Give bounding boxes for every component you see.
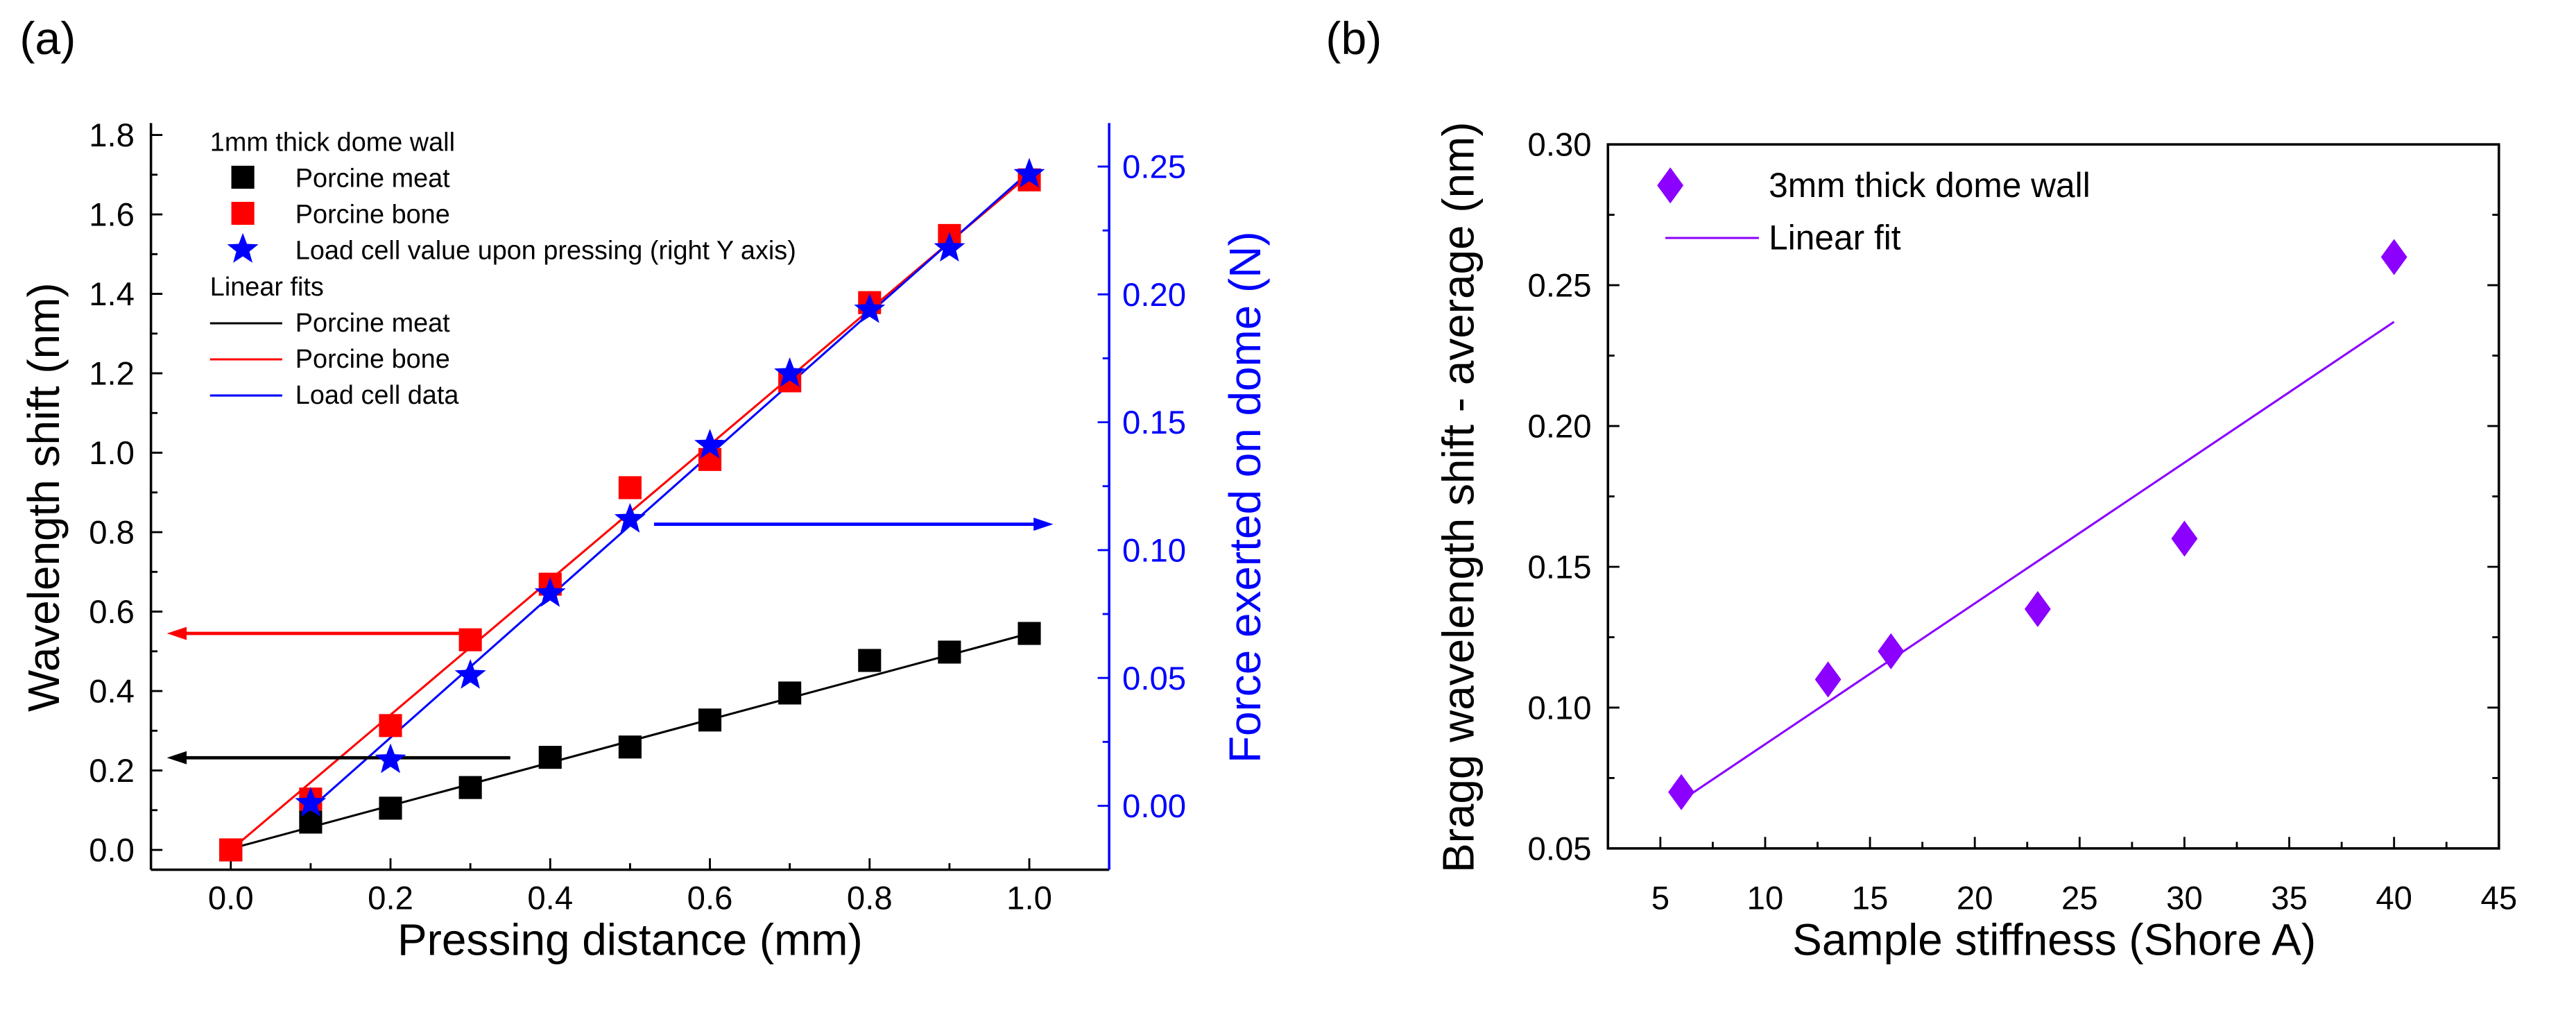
y-tick-label: 0.10 [1528, 690, 1592, 727]
x-tick-label: 10 [1747, 880, 1784, 916]
arrow-head-0 [166, 626, 187, 640]
legend-title-a: 1mm thick dome wall [210, 128, 455, 157]
data-point [2380, 239, 2407, 275]
data-point-0 [1017, 622, 1041, 645]
legend-label-fit-meat: Porcine meat [295, 309, 450, 338]
y-axis-right-label-a: Force exerted on dome (N) [1220, 231, 1270, 763]
data-point [2171, 520, 2198, 557]
legend-label-meat: Porcine meat [295, 164, 450, 194]
plot-frame [1606, 143, 2500, 850]
data-point-1 [379, 714, 402, 737]
y-right-tick-label: 0.10 [1122, 532, 1186, 569]
data-point-1 [618, 476, 642, 500]
y-tick-label: 0.30 [1528, 127, 1592, 164]
legend-b-symbols [1657, 167, 1759, 239]
x-tick-label: 5 [1651, 880, 1669, 916]
y-right-tick-label: 0.15 [1122, 404, 1186, 441]
legend-label-loadcell: Load cell value upon pressing (right Y a… [295, 237, 796, 266]
y-tick-label: 0.2 [89, 753, 135, 790]
x-tick-label: 1.0 [1006, 880, 1052, 916]
x-tick-label: 45 [2481, 880, 2518, 916]
data-point-0 [538, 746, 562, 769]
data-point-0 [618, 735, 642, 759]
legend-marker-2 [227, 232, 259, 263]
legend-label-fit-loadcell: Load cell data [295, 381, 460, 410]
data-point-2 [854, 293, 886, 323]
data-point [1878, 633, 1905, 669]
y-tick-label: 0.05 [1528, 830, 1592, 867]
x-tick-label: 0.4 [527, 880, 573, 916]
x-tick-label: 35 [2271, 880, 2308, 916]
arrow-head-2 [1033, 518, 1054, 531]
x-tick-label: 25 [2061, 880, 2098, 916]
y-tick-label: 0.15 [1528, 549, 1592, 586]
y-axis-label-b: Bragg wavelength shift - average (nm) [1433, 121, 1483, 873]
x-tick-label: 0.2 [368, 880, 413, 916]
data-point-1 [219, 838, 243, 862]
data-point-2 [534, 577, 566, 607]
data-point-2 [694, 429, 726, 459]
y-tick-label: 0.4 [89, 674, 135, 710]
y-axis-label-a: Wavelength shift (nm) [19, 282, 69, 712]
data-point-2 [454, 658, 486, 689]
y-right-tick-label: 0.25 [1122, 149, 1186, 186]
data-point-2 [295, 787, 327, 817]
y-tick-label: 0.8 [89, 515, 135, 552]
legend-label-linear-fit: Linear fit [1769, 219, 1901, 257]
chart-b: 0.05 0.10 0.15 0.20 0.25 0.30 5 10 15 20 25 30 35 40 4… [1528, 127, 2518, 917]
fit-line-2 [309, 171, 1031, 810]
data-point [2024, 590, 2051, 627]
x-tick-label: 15 [1852, 880, 1889, 916]
y-tick-label: 0.25 [1528, 268, 1592, 305]
legend-label-dome3mm: 3mm thick dome wall [1769, 166, 2090, 205]
y-tick-label: 1.2 [89, 356, 135, 393]
data-point-2 [934, 232, 965, 262]
data-point-1 [458, 628, 482, 651]
legend-marker-0 [231, 165, 255, 189]
legend-marker-1 [231, 201, 255, 225]
data-point [1814, 661, 1841, 698]
panel-label-b: (b) [1325, 13, 1382, 65]
arrow-head-1 [166, 751, 187, 765]
data-point-0 [458, 776, 482, 799]
x-tick-label: 30 [2166, 880, 2203, 916]
data-point-0 [778, 681, 802, 705]
y-tick-label: 1.8 [89, 117, 135, 154]
y-tick-label: 1.0 [89, 435, 135, 472]
x-axis-label-a: Pressing distance (mm) [397, 915, 863, 965]
x-tick-label: 20 [1957, 880, 1993, 916]
chart-a: 0.0 0.2 0.4 0.6 0.8 1.0 1.2 1.4 1.6 1.8 0.0 0.2 0.4 0… [89, 117, 1186, 916]
y-right-tick-label: 0.05 [1122, 660, 1186, 697]
y-tick-label: 0.6 [89, 594, 135, 631]
data-point-2 [774, 357, 806, 387]
data-point-2 [1013, 157, 1045, 188]
data-point-2 [614, 502, 646, 533]
y-tick-label: 1.6 [89, 197, 135, 234]
x-tick-label: 0.0 [208, 880, 254, 916]
y-tick-label: 0.0 [89, 833, 135, 869]
y-tick-label: 0.20 [1528, 409, 1592, 445]
data-point-0 [858, 649, 882, 672]
y-right-tick-label: 0.00 [1122, 788, 1186, 825]
x-tick-label: 0.6 [687, 880, 733, 916]
legend-a-symbols [209, 165, 282, 397]
x-axis-label-b: Sample stiffness (Shore A) [1792, 915, 2316, 965]
y-tick-label: 1.4 [89, 276, 135, 313]
y-right-tick-label: 0.20 [1122, 277, 1186, 314]
legend-marker [1657, 167, 1684, 204]
legend-label-fit-bone: Porcine bone [295, 345, 450, 374]
data-point-0 [938, 640, 961, 664]
data-point-2 [375, 743, 406, 774]
fit-line [1681, 321, 2395, 802]
x-tick-label: 40 [2376, 880, 2412, 916]
legend-label-bone: Porcine bone [295, 200, 450, 230]
panel-label-a: (a) [19, 13, 76, 65]
x-tick-label: 0.8 [847, 880, 893, 916]
data-point [1668, 774, 1695, 810]
data-point-0 [379, 796, 402, 820]
legend-fits-title: Linear fits [210, 273, 324, 302]
data-point-0 [698, 708, 722, 732]
